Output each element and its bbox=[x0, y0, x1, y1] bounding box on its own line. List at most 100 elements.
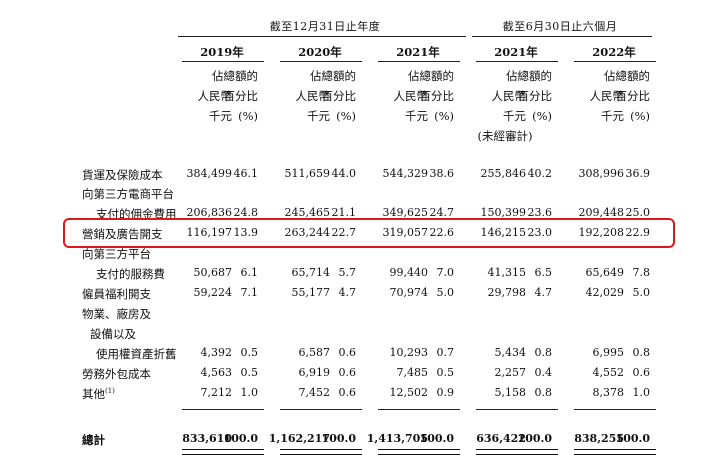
amount-cell: 65,649 bbox=[585, 266, 625, 279]
percent-cell: 25.0 bbox=[625, 206, 651, 219]
percent-cell: 44.0 bbox=[331, 167, 357, 180]
row-label: 勞務外包成本 bbox=[82, 367, 151, 381]
percent-cell: 46.1 bbox=[233, 167, 259, 180]
share-header-line3: (%) bbox=[336, 109, 356, 123]
percent-cell: 4.7 bbox=[534, 286, 553, 299]
percent-cell: 40.2 bbox=[527, 167, 553, 180]
amount-cell: 10,293 bbox=[389, 346, 429, 359]
year-rule bbox=[280, 61, 362, 62]
year-rule bbox=[182, 61, 264, 62]
amount-cell: 308,996 bbox=[578, 167, 625, 180]
percent-cell: 0.6 bbox=[338, 386, 357, 399]
total-double-rule bbox=[574, 449, 656, 455]
row-label: 營銷及廣告開支 bbox=[82, 227, 163, 241]
rmb-header-line2: 千元 bbox=[405, 109, 428, 123]
row-label: 設備以及 bbox=[90, 327, 136, 341]
year-header: 2022年 bbox=[592, 45, 636, 59]
amount-cell: 7,212 bbox=[200, 386, 233, 399]
percent-cell: 0.8 bbox=[632, 346, 651, 359]
percent-cell: 22.6 bbox=[429, 226, 455, 239]
percent-cell: 7.1 bbox=[240, 286, 259, 299]
percent-cell: 38.6 bbox=[429, 167, 455, 180]
subtotal-rule bbox=[182, 409, 264, 410]
footnote-marker: (1) bbox=[105, 387, 115, 396]
rmb-header-line2: 千元 bbox=[601, 109, 624, 123]
year-rule bbox=[574, 61, 656, 62]
amount-cell: 206,836 bbox=[186, 206, 233, 219]
amount-cell: 255,846 bbox=[480, 167, 527, 180]
share-header-line1: 佔總額的 bbox=[212, 69, 258, 83]
amount-cell: 511,659 bbox=[284, 167, 331, 180]
row-label: 物業、廠房及 bbox=[82, 307, 151, 321]
percent-cell: 0.8 bbox=[534, 346, 553, 359]
highlight-box-marketing-row bbox=[63, 218, 675, 248]
amount-cell: 7,485 bbox=[396, 366, 429, 379]
year-header: 2019年 bbox=[200, 45, 244, 59]
total-amount: 1,162,217 bbox=[268, 432, 330, 445]
percent-cell: 0.5 bbox=[436, 366, 455, 379]
rmb-header-line1: 人民幣 bbox=[295, 89, 331, 103]
amount-cell: 384,499 bbox=[186, 167, 233, 180]
row-label: 使用權資產折舊 bbox=[96, 347, 177, 361]
amount-cell: 5,158 bbox=[494, 386, 527, 399]
row-label: 其他(1) bbox=[82, 387, 115, 401]
subtotal-rule bbox=[574, 409, 656, 410]
total-percent: 100.0 bbox=[517, 432, 552, 445]
total-double-rule bbox=[280, 449, 362, 455]
percent-cell: 6.5 bbox=[534, 266, 553, 279]
rmb-header-line2: 千元 bbox=[503, 109, 526, 123]
percent-cell: 23.0 bbox=[527, 226, 553, 239]
percent-cell: 0.4 bbox=[534, 366, 553, 379]
amount-cell: 42,029 bbox=[585, 286, 625, 299]
percent-cell: 0.6 bbox=[338, 346, 357, 359]
row-label: 支付的服務費 bbox=[96, 267, 165, 281]
period-six-months: 截至6月30日止六個月 bbox=[502, 20, 618, 33]
percent-cell: 4.7 bbox=[338, 286, 357, 299]
row-label: 貨運及保險成本 bbox=[82, 168, 163, 182]
row-label: 向第三方電商平台 bbox=[82, 187, 174, 201]
amount-cell: 41,315 bbox=[487, 266, 527, 279]
total-amount: 833,610 bbox=[182, 432, 232, 445]
amount-cell: 50,687 bbox=[193, 266, 233, 279]
period-fiscal-year: 截至12月31日止年度 bbox=[269, 20, 381, 33]
year-rule bbox=[378, 61, 460, 62]
rmb-header-line1: 人民幣 bbox=[491, 89, 527, 103]
amount-cell: 146,215 bbox=[480, 226, 527, 239]
year-rule bbox=[476, 61, 558, 62]
total-percent: 100.0 bbox=[419, 432, 454, 445]
amount-cell: 99,440 bbox=[389, 266, 429, 279]
year-header: 2020年 bbox=[298, 45, 342, 59]
period-rule-h1 bbox=[472, 36, 652, 37]
amount-cell: 6,995 bbox=[592, 346, 625, 359]
total-double-rule bbox=[182, 449, 264, 455]
amount-cell: 65,714 bbox=[291, 266, 331, 279]
percent-cell: 1.0 bbox=[632, 386, 651, 399]
share-header-line2: 百分比 bbox=[419, 89, 455, 103]
percent-cell: 23.6 bbox=[527, 206, 553, 219]
share-header-line2: 百分比 bbox=[321, 89, 357, 103]
amount-cell: 7,452 bbox=[298, 386, 331, 399]
amount-cell: 544,329 bbox=[382, 167, 429, 180]
rmb-header-line2: 千元 bbox=[307, 109, 330, 123]
amount-cell: 29,798 bbox=[487, 286, 527, 299]
total-double-rule bbox=[476, 449, 558, 455]
amount-cell: 5,434 bbox=[494, 346, 527, 359]
percent-cell: 0.7 bbox=[436, 346, 455, 359]
share-header-line2: 百分比 bbox=[517, 89, 553, 103]
amount-cell: 245,465 bbox=[284, 206, 331, 219]
percent-cell: 5.0 bbox=[436, 286, 455, 299]
percent-cell: 5.7 bbox=[338, 266, 357, 279]
percent-cell: 6.1 bbox=[240, 266, 259, 279]
amount-cell: 12,502 bbox=[389, 386, 429, 399]
share-header-line3: (%) bbox=[238, 109, 258, 123]
percent-cell: 24.7 bbox=[429, 206, 455, 219]
period-rule-fy bbox=[178, 36, 466, 37]
percent-cell: 5.0 bbox=[632, 286, 651, 299]
share-header-line1: 佔總額的 bbox=[310, 69, 356, 83]
total-amount: 636,422 bbox=[476, 432, 526, 445]
total-label: 總計 bbox=[82, 433, 105, 447]
amount-cell: 150,399 bbox=[480, 206, 527, 219]
amount-cell: 319,057 bbox=[382, 226, 429, 239]
row-label: 僱員福利開支 bbox=[82, 287, 151, 301]
percent-cell: 0.5 bbox=[240, 366, 259, 379]
